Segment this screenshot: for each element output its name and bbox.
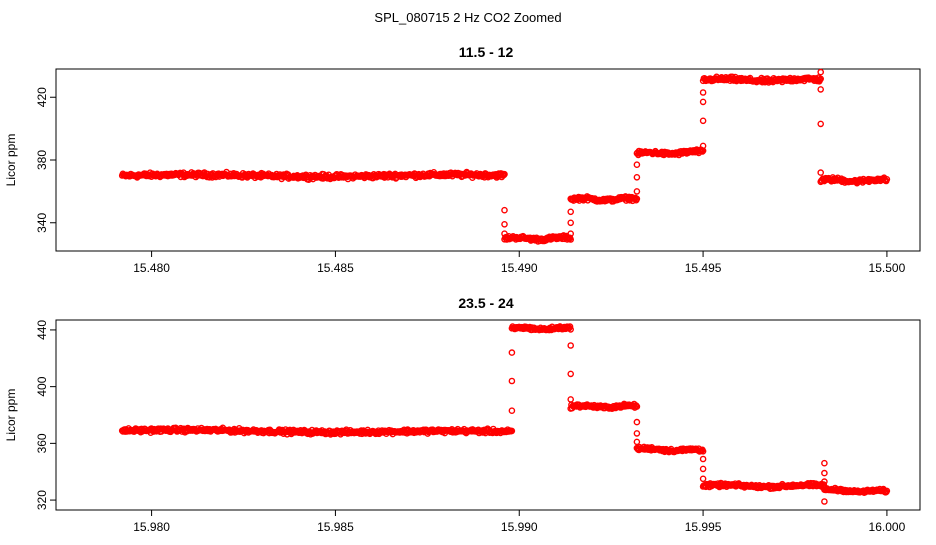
data-point [633, 173, 641, 181]
data-point [567, 230, 575, 237]
y-tick-label: 340 [35, 212, 49, 232]
data-point [817, 120, 825, 128]
y-axis-label: Licor ppm [4, 389, 18, 442]
data-point [508, 407, 516, 415]
data-point [501, 206, 508, 214]
y-tick-label: 440 [35, 320, 49, 340]
data-point [633, 403, 641, 410]
x-tick-label: 15.480 [133, 261, 170, 275]
data-point [508, 427, 516, 435]
plot-frame [55, 68, 921, 252]
y-tick-label: 400 [35, 376, 49, 396]
series-points [118, 68, 891, 245]
x-tick-label: 15.990 [501, 520, 538, 534]
x-tick-label: 15.490 [501, 261, 538, 275]
data-point [883, 487, 891, 495]
data-point [699, 89, 707, 96]
data-point [817, 86, 825, 93]
data-point [508, 349, 516, 356]
data-point [508, 377, 516, 385]
data-point [817, 68, 825, 76]
x-tick-label: 16.000 [869, 520, 906, 534]
data-point [699, 117, 707, 125]
y-tick-label: 320 [35, 490, 49, 510]
series-points [118, 323, 891, 505]
y-tick-label: 360 [35, 433, 49, 453]
data-point [501, 230, 508, 237]
data-point [501, 220, 508, 228]
data-point [567, 326, 575, 333]
data-point [633, 430, 641, 437]
data-point [817, 169, 825, 176]
data-point [567, 342, 575, 349]
data-point [501, 170, 508, 178]
data-point [821, 478, 828, 485]
data-point [567, 396, 575, 403]
data-point [821, 459, 828, 467]
data-point [633, 418, 641, 426]
data-point [567, 370, 575, 378]
x-tick-label: 15.985 [317, 520, 354, 534]
data-point [633, 195, 641, 203]
y-axis-label: Licor ppm [4, 134, 18, 187]
x-tick-label: 15.500 [869, 261, 906, 275]
data-point [566, 323, 574, 330]
panel-bottom: 23.5 - 24 Licor ppm 15.980 15.985 15.990 15… [4, 295, 921, 534]
x-tick-label: 15.995 [685, 520, 722, 534]
panel-title: 11.5 - 12 [459, 44, 514, 60]
data-point [817, 75, 825, 83]
data-point [699, 142, 707, 150]
data-point [699, 475, 707, 483]
data-point [883, 175, 891, 183]
data-point [699, 455, 707, 463]
data-point [821, 469, 828, 477]
data-point [821, 498, 828, 505]
data-point [633, 438, 641, 446]
data-point [699, 465, 707, 473]
x-tick-label: 15.980 [133, 520, 170, 534]
data-point [567, 219, 575, 227]
data-point [633, 161, 641, 168]
data-point [567, 208, 575, 216]
panel-top: 11.5 - 12 Licor ppm 15.480 15.485 15.490 15… [4, 44, 921, 275]
axes: 15.980 15.985 15.990 15.995 16.000 320 360 400 4… [35, 320, 906, 534]
plot-frame [55, 319, 921, 511]
axes: 15.480 15.485 15.490 15.495 15.500 340 380 420 [35, 87, 906, 275]
y-tick-label: 380 [35, 150, 49, 170]
figure-title: SPL_080715 2 Hz CO2 Zoomed [374, 10, 561, 25]
panel-title: 23.5 - 24 [458, 295, 513, 311]
x-tick-label: 15.495 [685, 261, 722, 275]
data-point [699, 98, 707, 106]
data-point [633, 188, 641, 195]
y-tick-label: 420 [35, 87, 49, 107]
data-point [699, 447, 707, 455]
x-tick-label: 15.485 [317, 261, 354, 275]
